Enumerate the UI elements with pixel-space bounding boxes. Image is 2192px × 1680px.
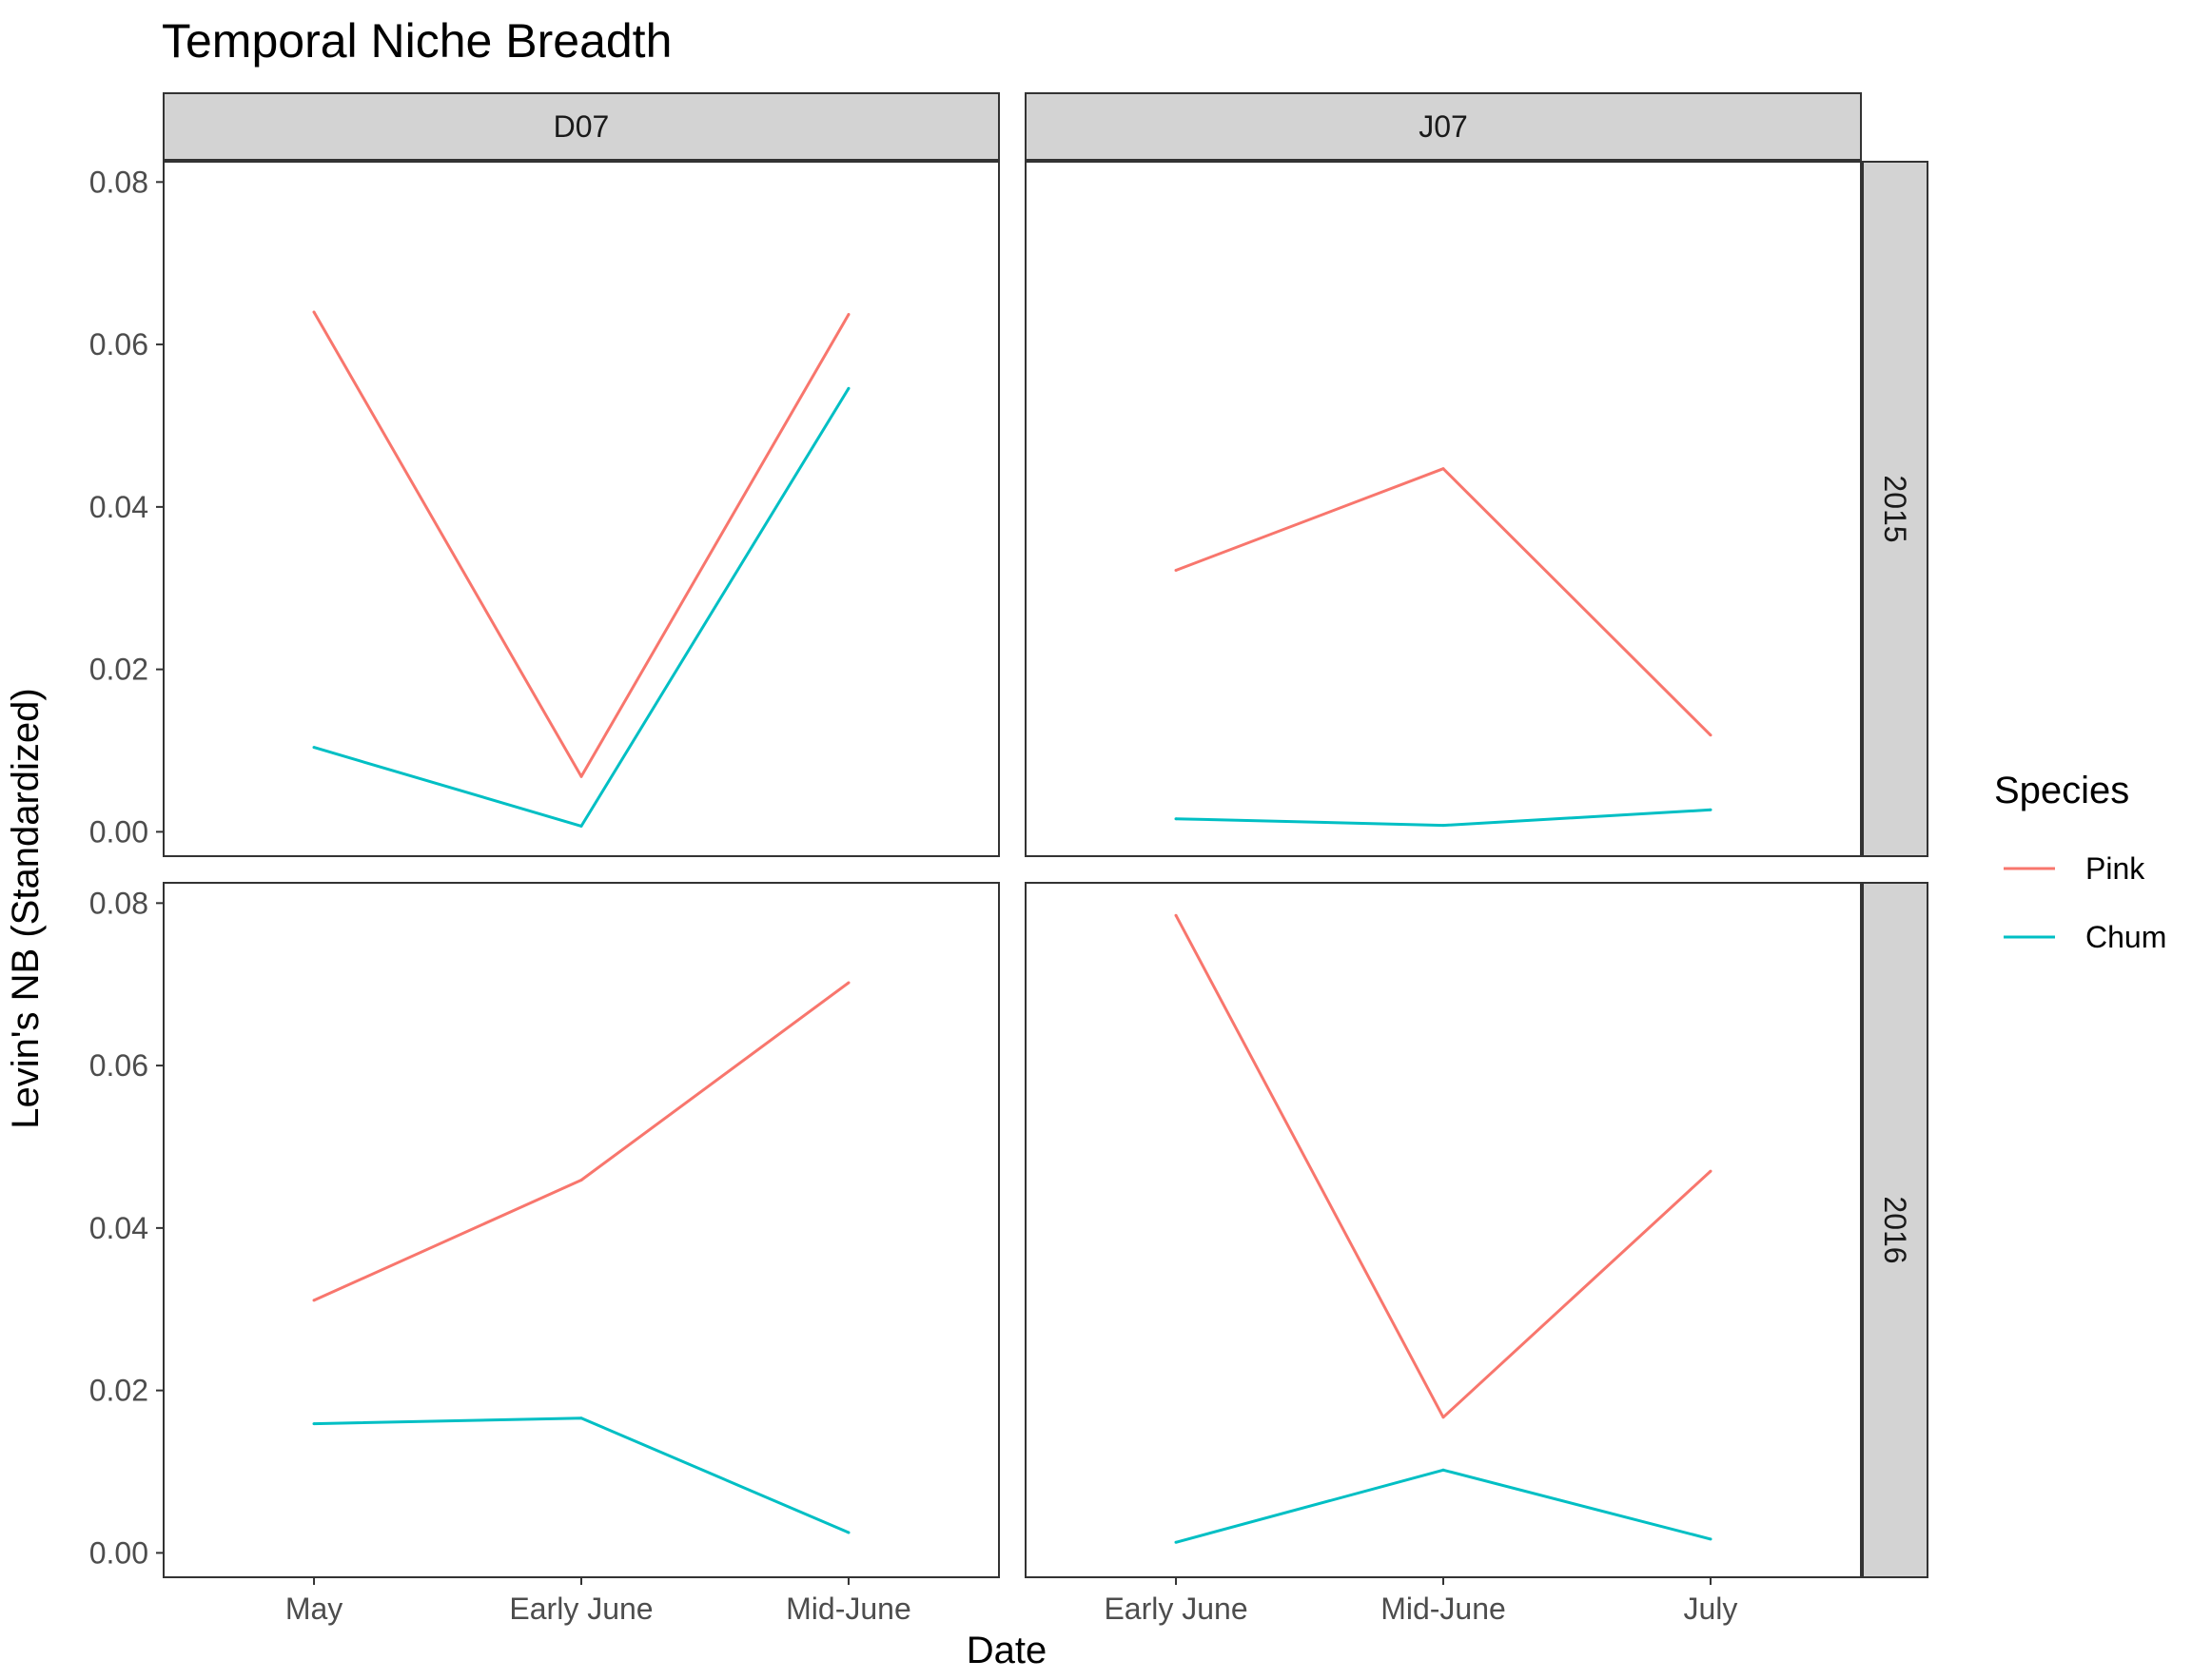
panel-border <box>1025 882 1862 1578</box>
data-point-chum <box>312 1422 316 1426</box>
data-point-pink <box>312 1299 316 1302</box>
legend-label-pink: Pink <box>2085 851 2145 886</box>
panel-border <box>163 882 1000 1578</box>
data-point-pink <box>1174 913 1178 917</box>
data-point-chum <box>1441 1468 1445 1472</box>
y-tick-label: 0.00 <box>89 1535 148 1570</box>
y-axis-title: Levin's NB (Standardized) <box>5 688 47 1128</box>
y-tick-label: 0.08 <box>89 886 148 920</box>
data-point-chum <box>847 386 851 390</box>
x-axis-title: Date <box>967 1630 1047 1671</box>
x-tick-label: July <box>1684 1592 1738 1626</box>
data-point-pink <box>579 1179 583 1182</box>
data-point-chum <box>1709 1537 1712 1541</box>
data-point-pink <box>847 981 851 985</box>
data-point-pink <box>1441 467 1445 471</box>
facet-strip-row-label: 2015 <box>1878 475 1912 542</box>
data-point-pink <box>847 313 851 316</box>
x-tick-label: Mid-June <box>1380 1592 1506 1626</box>
data-point-chum <box>579 824 583 828</box>
data-point-pink <box>1709 733 1712 737</box>
y-tick-label: 0.04 <box>89 1211 148 1245</box>
facet-strip-row-label: 2016 <box>1878 1196 1912 1263</box>
data-point-pink <box>1441 1416 1445 1419</box>
data-point-chum <box>312 746 316 750</box>
chart-title: Temporal Niche Breadth <box>162 14 672 68</box>
data-point-chum <box>579 1416 583 1420</box>
facet-panel-D07-2015 <box>163 161 1000 857</box>
y-tick-label: 0.02 <box>89 1374 148 1408</box>
legend: Pink Chum <box>2004 851 2166 954</box>
panel-border <box>163 161 1000 857</box>
facet-strip-column <box>1025 92 1862 161</box>
facet-panel-J07-2015 <box>1025 161 1862 857</box>
panel-border <box>1025 161 1862 857</box>
facet-strip-column <box>163 92 1000 161</box>
facet-panel-J07-2016 <box>1025 882 1862 1578</box>
y-tick-label: 0.08 <box>89 165 148 199</box>
data-point-chum <box>1174 1540 1178 1544</box>
legend-title: Species <box>1994 770 2129 811</box>
data-point-chum <box>1709 808 1712 811</box>
legend-label-chum: Chum <box>2085 920 2166 954</box>
y-tick-label: 0.06 <box>89 1048 148 1083</box>
data-point-chum <box>1441 824 1445 828</box>
y-tick-label: 0.04 <box>89 490 148 524</box>
x-tick-label: Early June <box>1104 1592 1247 1626</box>
y-tick-label: 0.06 <box>89 327 148 361</box>
facet-strip-row <box>1862 161 1928 857</box>
facet-grid: D07 J07 2015 2016 0.00 0.02 0.04 0.06 0.08 0.00 0.… <box>89 92 1928 1626</box>
facet-panel-D07-2016 <box>163 882 1000 1578</box>
x-tick-label: Early June <box>509 1592 653 1626</box>
data-point-chum <box>847 1531 851 1534</box>
data-point-pink <box>1709 1169 1712 1173</box>
data-point-pink <box>312 310 316 314</box>
facet-strip-column-label: D07 <box>554 109 610 144</box>
y-tick-label: 0.00 <box>89 814 148 849</box>
data-point-chum <box>1174 817 1178 821</box>
data-point-pink <box>1174 569 1178 572</box>
facet-strip-column-label: J07 <box>1419 109 1468 144</box>
x-tick-label: Mid-June <box>786 1592 911 1626</box>
y-tick-label: 0.02 <box>89 653 148 687</box>
x-tick-label: May <box>285 1592 342 1626</box>
data-point-pink <box>579 774 583 778</box>
facet-strip-row <box>1862 882 1928 1578</box>
